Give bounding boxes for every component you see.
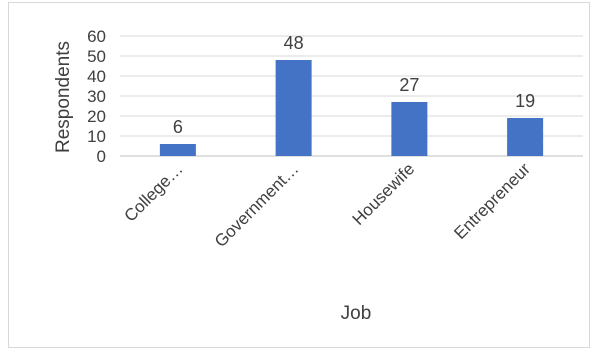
data-label: 19 — [515, 91, 535, 111]
data-labels: 6 48 27 19 — [173, 33, 535, 137]
data-label: 27 — [399, 75, 419, 95]
gridlines — [120, 35, 583, 157]
data-label: 6 — [173, 117, 183, 137]
x-category-label: Entrepreneur — [450, 159, 534, 243]
bars — [159, 60, 544, 156]
data-label: 48 — [284, 33, 304, 53]
x-axis-title: Job — [341, 303, 372, 324]
y-tick-label: 20 — [87, 107, 106, 126]
x-axis-categories: College… Government… Housewife Entrepreneur — [120, 159, 534, 251]
y-tick-label: 10 — [87, 127, 106, 146]
y-tick-label: 40 — [87, 67, 106, 86]
y-tick-label: 0 — [97, 147, 106, 166]
bar — [275, 60, 312, 156]
y-tick-label: 30 — [87, 87, 106, 106]
y-axis-title: Respondents — [53, 41, 74, 153]
x-category-label: College… — [120, 159, 186, 225]
bar — [159, 144, 196, 156]
y-tick-label: 50 — [87, 47, 106, 66]
bar — [507, 118, 544, 156]
y-tick-label: 60 — [87, 27, 106, 46]
chart-frame — [8, 2, 590, 348]
x-category-label: Government… — [211, 159, 303, 251]
x-category-label: Housewife — [349, 159, 419, 229]
bar — [391, 102, 428, 156]
